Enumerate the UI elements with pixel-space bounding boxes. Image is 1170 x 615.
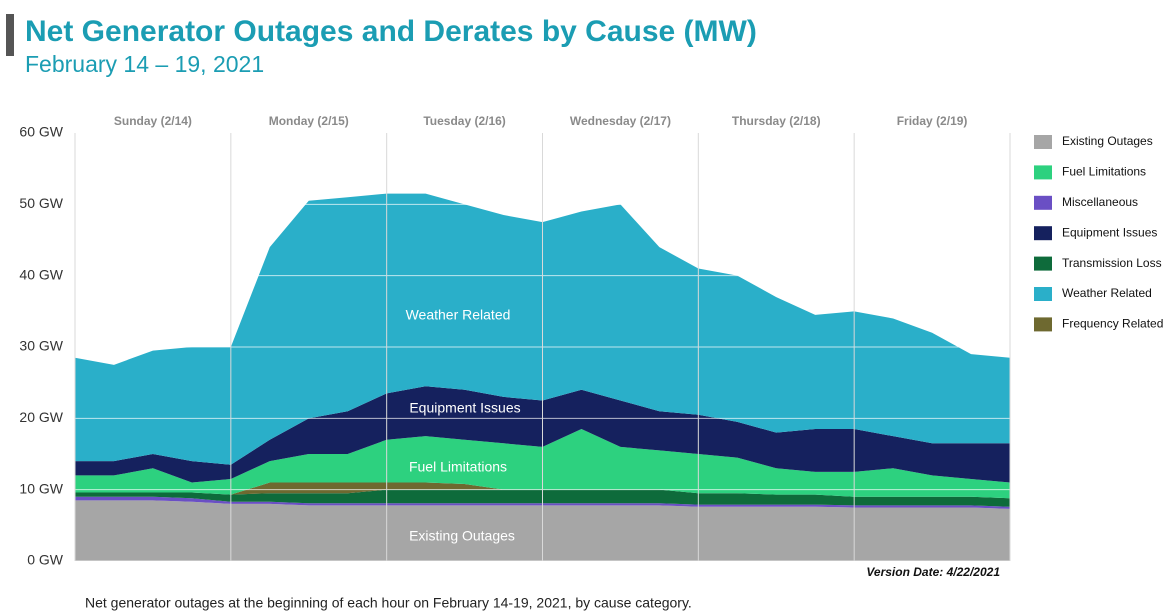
legend-label: Fuel Limitations — [1062, 165, 1146, 179]
legend-label: Equipment Issues — [1062, 225, 1157, 239]
x-tick-label: Monday (2/15) — [269, 114, 349, 128]
legend-label: Weather Related — [1062, 286, 1152, 300]
legend-swatch — [1034, 195, 1052, 210]
chart-subtitle: February 14 – 19, 2021 — [25, 51, 264, 77]
x-tick-label: Friday (2/19) — [897, 114, 968, 128]
y-tick-label: 10 GW — [19, 480, 63, 496]
y-tick-label: 0 GW — [27, 552, 64, 568]
legend-swatch — [1034, 317, 1052, 332]
legend-label: Transmission Loss — [1062, 256, 1162, 270]
area-label: Existing Outages — [409, 528, 515, 544]
x-tick-label: Tuesday (2/16) — [423, 114, 505, 128]
area-label: Weather Related — [406, 307, 511, 323]
y-tick-label: 30 GW — [19, 338, 63, 354]
area-label: Fuel Limitations — [409, 459, 507, 475]
legend-label: Frequency Related — [1062, 317, 1163, 331]
x-tick-label: Wednesday (2/17) — [570, 114, 671, 128]
legend-swatch — [1034, 256, 1052, 271]
version-note: Version Date: 4/22/2021 — [866, 565, 1000, 579]
x-tick-label: Sunday (2/14) — [114, 114, 192, 128]
chart-title: Net Generator Outages and Derates by Cau… — [25, 15, 757, 48]
legend-swatch — [1034, 226, 1052, 241]
caption: Net generator outages at the beginning o… — [85, 595, 692, 611]
y-tick-label: 20 GW — [19, 409, 63, 425]
area — [75, 496, 1010, 509]
y-tick-label: 40 GW — [19, 266, 63, 282]
legend-swatch — [1034, 165, 1052, 180]
legend-swatch — [1034, 287, 1052, 301]
y-tick-label: 50 GW — [19, 195, 63, 211]
legend-label: Existing Outages — [1062, 134, 1153, 148]
legend-swatch — [1034, 135, 1052, 149]
title-bar — [6, 14, 14, 56]
y-tick-label: 60 GW — [19, 124, 63, 140]
area — [75, 482, 1010, 499]
x-tick-label: Thursday (2/18) — [732, 114, 821, 128]
area-label: Equipment Issues — [409, 400, 520, 416]
legend-label: Miscellaneous — [1062, 195, 1138, 209]
